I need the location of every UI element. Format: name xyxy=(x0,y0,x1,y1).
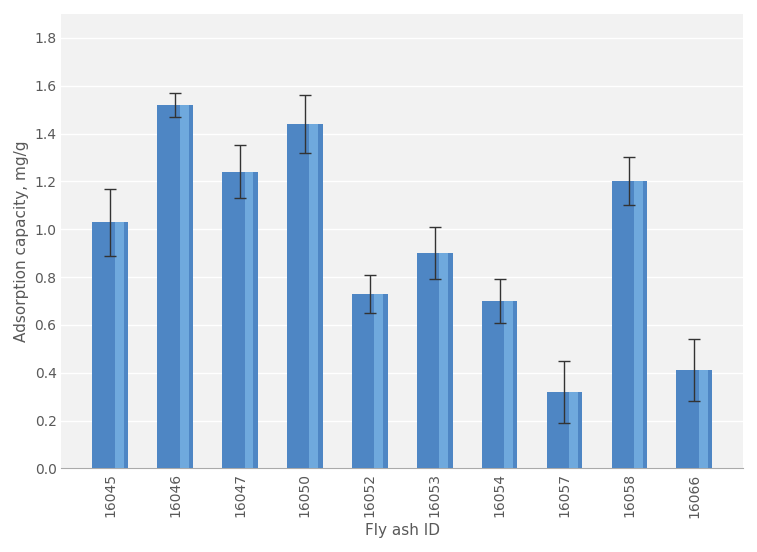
Bar xyxy=(612,182,647,469)
Bar xyxy=(179,105,188,469)
Bar xyxy=(310,124,318,469)
Bar xyxy=(245,172,254,469)
Bar xyxy=(374,294,383,469)
Bar xyxy=(439,253,448,469)
Bar xyxy=(157,105,193,469)
Bar xyxy=(223,172,258,469)
Bar xyxy=(481,301,518,469)
X-axis label: Fly ash ID: Fly ash ID xyxy=(365,523,440,538)
Bar xyxy=(417,253,453,469)
Bar xyxy=(92,222,128,469)
Bar xyxy=(677,370,712,469)
Bar xyxy=(634,182,643,469)
Bar xyxy=(569,392,578,469)
Bar xyxy=(352,294,388,469)
Bar xyxy=(115,222,123,469)
Bar xyxy=(287,124,322,469)
Bar xyxy=(504,301,513,469)
Bar xyxy=(699,370,708,469)
Bar xyxy=(547,392,582,469)
Y-axis label: Adsorption capacity, mg/g: Adsorption capacity, mg/g xyxy=(14,140,29,342)
